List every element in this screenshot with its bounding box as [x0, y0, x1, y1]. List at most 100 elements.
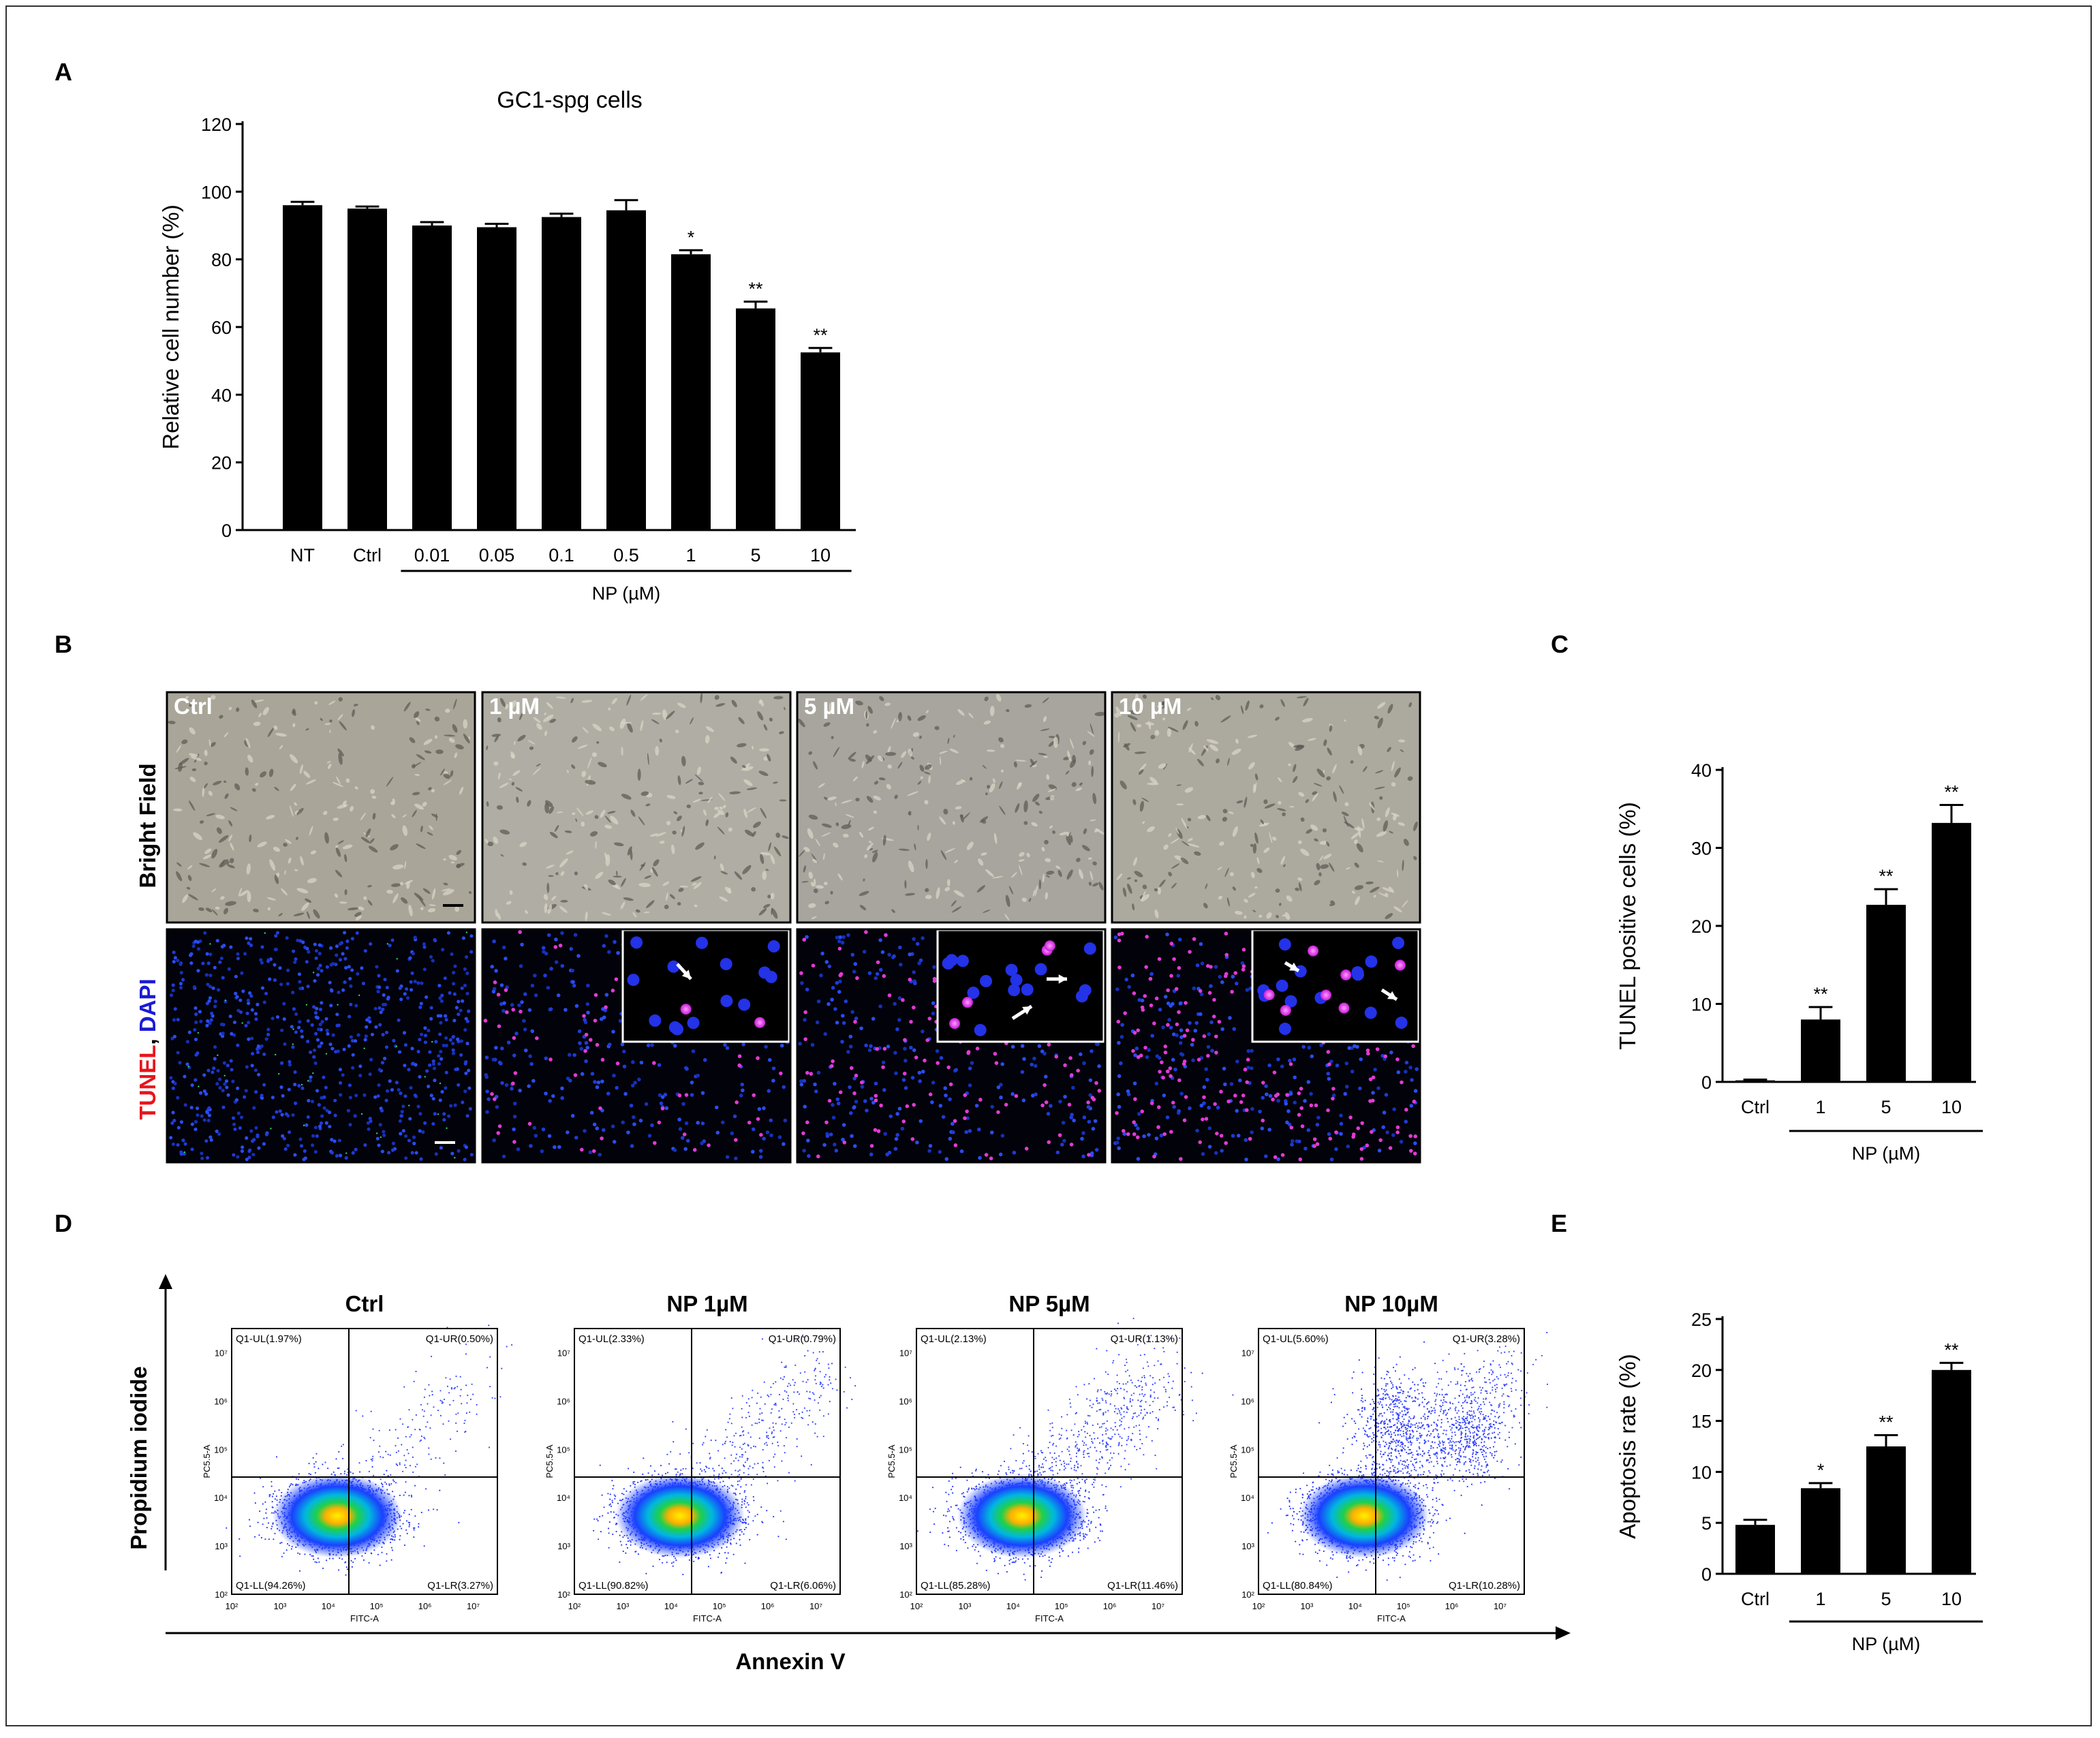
dapi-nucleus: [506, 1040, 511, 1044]
tunel-positive-cell: [963, 1116, 967, 1121]
dapi-nucleus: [250, 1139, 255, 1143]
dapi-nucleus: [341, 988, 345, 992]
dapi-nucleus: [807, 1153, 811, 1158]
dapi-nucleus: [944, 1157, 949, 1161]
dapi-nucleus: [886, 1044, 891, 1049]
dapi-nucleus: [395, 969, 399, 973]
dapi-nucleus: [1191, 1058, 1195, 1063]
dapi-nucleus: [588, 1150, 593, 1155]
dapi-nucleus: [243, 1095, 247, 1099]
cell-shape: [976, 885, 985, 893]
dapi-nucleus: [416, 981, 420, 985]
cell-shape: [635, 909, 640, 913]
cell-shape: [1092, 792, 1097, 805]
cell-shape: [730, 756, 737, 764]
dapi-nucleus: [373, 1095, 377, 1099]
bright-field-image: 10 µM: [1111, 691, 1421, 924]
dapi-nucleus: [723, 1042, 727, 1047]
event-dot: [262, 1486, 264, 1488]
dapi-nucleus: [543, 974, 547, 978]
dapi-nucleus: [1010, 1092, 1015, 1096]
dapi-nucleus: [209, 952, 213, 957]
tunel-positive-cell: [881, 1065, 885, 1070]
dapi-nucleus: [492, 1138, 496, 1143]
y-tick-label: 15: [1691, 1412, 1712, 1432]
dapi-nucleus: [1237, 1079, 1242, 1083]
cell-shape: [527, 740, 536, 745]
cell-shape: [279, 745, 283, 750]
tunel-positive-cell: [584, 1032, 589, 1037]
tunel-positive-cell: [1331, 1096, 1335, 1101]
dapi-nucleus: [427, 1028, 431, 1033]
dapi-nucleus: [348, 1083, 352, 1087]
dapi-nucleus: [1090, 1049, 1094, 1053]
dapi-nucleus: [867, 971, 872, 976]
dapi-nucleus: [806, 1138, 810, 1143]
cell-shape: [559, 905, 568, 913]
dapi-nucleus: [254, 1090, 258, 1094]
dapi-nucleus: [191, 944, 196, 948]
dapi-nucleus: [1178, 1041, 1183, 1045]
bright-field-background: [167, 692, 475, 922]
dapi-nucleus: [1188, 1106, 1192, 1111]
dapi-nucleus: [313, 1126, 318, 1130]
tunel-positive-cell: [1246, 1057, 1250, 1062]
green-speck: [224, 999, 227, 1002]
dapi-nucleus: [205, 952, 209, 956]
cell-shape: [717, 826, 725, 835]
dapi-nucleus: [767, 1057, 772, 1062]
dapi-nucleus: [320, 969, 324, 973]
dapi-nucleus: [291, 1113, 295, 1117]
tunel-positive-cell: [1198, 989, 1203, 993]
dapi-nucleus: [467, 1068, 471, 1072]
dapi-nucleus: [815, 1020, 820, 1025]
dapi-nucleus: [532, 1126, 537, 1130]
dapi-nucleus: [348, 1096, 352, 1100]
tunel-positive-cell: [591, 1149, 596, 1153]
dapi-nucleus: [827, 964, 832, 969]
cell-shape: [677, 775, 681, 786]
cell-shape: [585, 779, 596, 785]
cell-shape: [416, 721, 420, 726]
dapi-nucleus: [179, 1120, 183, 1124]
dapi-nucleus: [602, 944, 606, 948]
dapi-nucleus: [221, 1105, 226, 1109]
cell-shape: [307, 878, 317, 884]
cell-shape: [245, 767, 249, 776]
tunel-positive-cell: [984, 1153, 989, 1157]
tunel-positive-cell: [1156, 1105, 1161, 1109]
dapi-nucleus: [948, 1136, 953, 1141]
green-speck: [439, 1083, 442, 1085]
tunel-positive-cell: [852, 1091, 856, 1096]
dapi-nucleus: [419, 1157, 423, 1161]
dapi-nucleus: [216, 1069, 220, 1073]
tunel-positive-cell: [734, 1138, 738, 1142]
cell-shape: [596, 741, 600, 744]
dapi-nucleus: [871, 1017, 876, 1021]
cell-shape: [187, 875, 192, 882]
tunel-positive-cell: [660, 1106, 665, 1111]
y-tick-label: 0: [1701, 1564, 1712, 1585]
dapi-nucleus: [615, 1085, 619, 1090]
dapi-nucleus: [469, 1153, 474, 1157]
dapi-nucleus: [1120, 1023, 1124, 1027]
dapi-nucleus: [860, 1085, 865, 1089]
tunel-positive-cell: [1040, 1103, 1045, 1108]
dapi-nucleus: [583, 1018, 587, 1022]
dapi-nucleus: [830, 997, 834, 1002]
dapi-nucleus: [574, 1004, 579, 1008]
cell-shape: [626, 694, 632, 706]
dapi-nucleus: [567, 1053, 572, 1057]
dapi-nucleus: [285, 936, 289, 940]
dapi-nucleus: [313, 1150, 318, 1154]
tunel-positive-cell: [1245, 1080, 1250, 1085]
dapi-nucleus: [181, 1138, 185, 1143]
tunel-positive-cell: [692, 1148, 697, 1152]
tunel-positive-cell: [1299, 1106, 1304, 1111]
dapi-nucleus: [178, 1061, 182, 1065]
tunel-positive-cell: [805, 1070, 809, 1075]
event-dot: [296, 1478, 298, 1480]
dapi-nucleus: [913, 981, 917, 986]
